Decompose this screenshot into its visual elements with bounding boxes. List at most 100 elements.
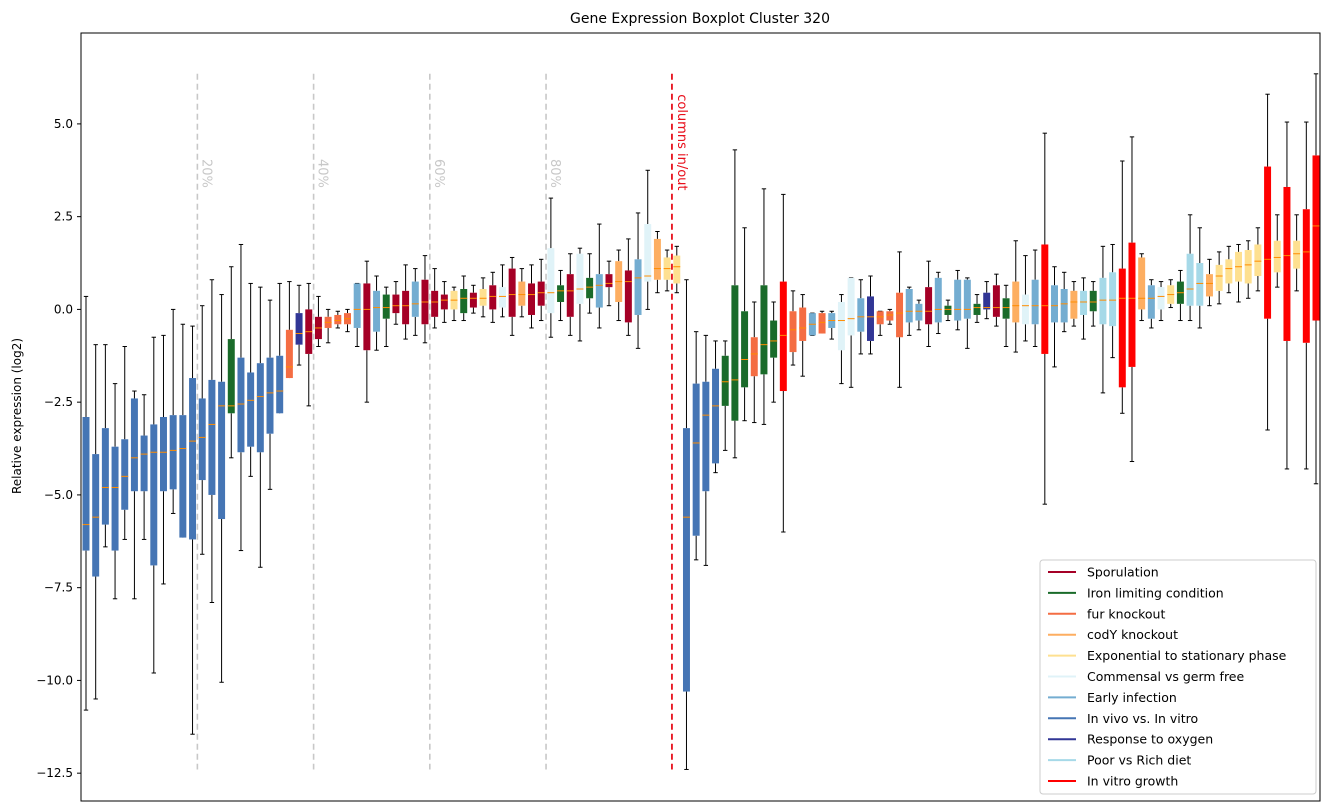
box <box>702 381 710 492</box>
box <box>876 311 884 325</box>
box <box>82 417 90 551</box>
box <box>130 398 138 492</box>
box <box>896 292 904 338</box>
box <box>460 289 468 314</box>
box <box>1051 285 1058 323</box>
box <box>518 281 526 306</box>
y-tick-label: −12.5 <box>36 766 73 780</box>
box <box>537 281 545 306</box>
box <box>1225 259 1233 284</box>
box <box>1118 268 1126 388</box>
box <box>944 305 952 315</box>
box <box>1157 287 1165 310</box>
box <box>179 415 187 538</box>
box <box>963 279 971 319</box>
y-axis-label: Relative expression (log2) <box>10 338 24 494</box>
box <box>266 357 274 434</box>
legend-entry: fur knockout <box>1048 606 1165 621</box>
percent-label: 20% <box>198 159 213 188</box>
box <box>770 320 778 358</box>
box <box>789 311 797 353</box>
box <box>1128 242 1136 367</box>
y-tick-label: 0.0 <box>54 302 73 316</box>
box <box>150 424 158 566</box>
box <box>1138 257 1146 310</box>
box <box>334 314 342 325</box>
box <box>1021 294 1029 325</box>
box <box>1302 209 1310 343</box>
box <box>208 379 216 495</box>
box <box>479 289 487 306</box>
legend-box <box>1039 559 1317 795</box>
box <box>1109 272 1117 327</box>
legend: Sporulation Iron limiting condition fur kn… <box>1039 559 1317 795</box>
box <box>983 292 991 310</box>
box <box>1196 263 1204 306</box>
y-tick-label: −2.5 <box>44 395 73 409</box>
box <box>1264 166 1272 319</box>
box <box>547 248 555 314</box>
box <box>198 398 206 481</box>
legend-entry: Early infection <box>1048 690 1177 705</box>
legend-entry: Iron limiting condition <box>1048 585 1224 600</box>
box <box>1060 289 1068 323</box>
box <box>121 439 129 510</box>
box <box>576 253 584 304</box>
legend-label: Sporulation <box>1087 565 1159 580</box>
box <box>1293 240 1301 269</box>
box <box>653 238 661 280</box>
split-label: columns in/out <box>674 94 689 190</box>
box <box>247 372 255 447</box>
box <box>1283 186 1291 341</box>
box <box>218 381 226 520</box>
box <box>227 339 235 414</box>
legend-entry: In vivo vs. In vitro <box>1048 711 1198 726</box>
legend-entry: In vitro growth <box>1048 774 1178 789</box>
box <box>382 294 390 319</box>
box <box>731 285 739 421</box>
percent-label: 60% <box>431 159 446 188</box>
y-tick-label: 5.0 <box>54 117 73 131</box>
plot-frame <box>80 32 1321 802</box>
box <box>973 303 981 315</box>
box <box>111 446 119 551</box>
box <box>867 296 874 341</box>
box <box>954 279 962 321</box>
box <box>624 270 632 323</box>
box <box>1012 281 1020 323</box>
box <box>605 274 613 288</box>
percent-label: 80% <box>547 159 562 188</box>
box <box>508 268 516 317</box>
box <box>1041 244 1049 354</box>
legend-label: Exponential to stationary phase <box>1087 648 1287 663</box>
box <box>915 303 923 321</box>
box <box>1254 244 1262 277</box>
box <box>1215 264 1223 291</box>
box <box>373 290 381 332</box>
percent-label: 40% <box>315 159 330 188</box>
box <box>682 428 690 692</box>
legend-label: In vitro growth <box>1087 774 1178 789</box>
box <box>886 311 894 321</box>
box <box>712 368 720 464</box>
legend-label: In vivo vs. In vitro <box>1087 711 1198 726</box>
box <box>431 290 439 317</box>
box <box>1089 290 1097 312</box>
box <box>1080 290 1088 315</box>
box <box>925 287 933 325</box>
legend-entry: Commensal vs germ free <box>1048 669 1244 684</box>
y-tick-label: 2.5 <box>54 210 73 224</box>
box <box>1002 298 1010 319</box>
box <box>363 283 371 351</box>
box <box>905 289 913 323</box>
box <box>276 355 284 414</box>
box <box>169 415 177 490</box>
box <box>644 224 652 282</box>
box <box>721 355 729 406</box>
box <box>140 435 148 492</box>
box <box>440 294 448 310</box>
box <box>818 313 826 334</box>
box <box>1099 277 1107 325</box>
